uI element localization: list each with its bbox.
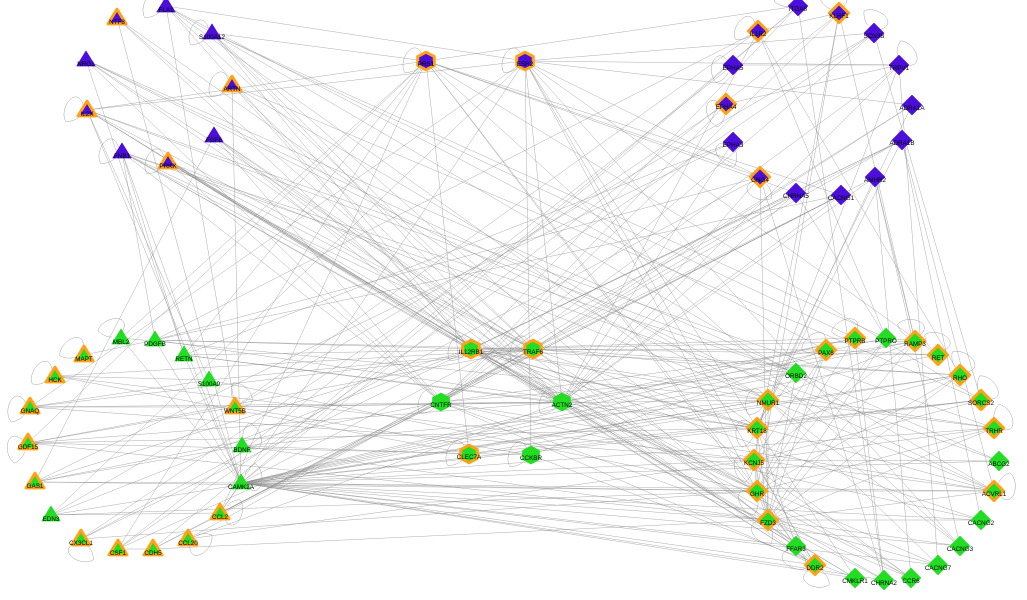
svg-text:ITGA8: ITGA8	[789, 6, 808, 13]
svg-text:DDR2: DDR2	[806, 565, 824, 572]
svg-text:PTPRO: PTPRO	[875, 338, 897, 345]
svg-text:CCKBR: CCKBR	[520, 455, 542, 462]
svg-text:GDF15: GDF15	[18, 444, 39, 451]
svg-text:CACNG1: CACNG1	[828, 195, 855, 202]
svg-text:EPHA3: EPHA3	[723, 142, 744, 149]
svg-text:TRAF6: TRAF6	[523, 349, 543, 356]
svg-text:KLRF1: KLRF1	[829, 13, 849, 20]
svg-text:FLA1: FLA1	[158, 7, 174, 14]
svg-text:S100A12: S100A12	[199, 34, 225, 41]
svg-text:ARTN: ARTN	[223, 86, 240, 93]
svg-text:FZD3: FZD3	[760, 520, 776, 527]
svg-text:HCK: HCK	[48, 377, 62, 384]
svg-text:CX3CL1: CX3CL1	[69, 540, 93, 547]
svg-text:CAMK2A: CAMK2A	[228, 484, 255, 491]
svg-text:GHR: GHR	[750, 491, 764, 498]
svg-text:NRG1: NRG1	[77, 61, 95, 68]
svg-text:EDN3: EDN3	[43, 516, 60, 523]
svg-text:CSF1: CSF1	[110, 550, 127, 557]
svg-text:ORBD2: ORBD2	[785, 373, 807, 380]
svg-text:CNTFR: CNTFR	[430, 402, 452, 409]
svg-text:ADRA1A: ADRA1A	[899, 105, 925, 112]
svg-text:CLEC7A: CLEC7A	[457, 454, 482, 461]
svg-text:MBL2: MBL2	[113, 339, 130, 346]
svg-text:ESR2: ESR2	[517, 61, 534, 68]
svg-text:CCL2: CCL2	[212, 514, 229, 521]
svg-text:RETN: RETN	[175, 356, 193, 363]
svg-text:PDGFB: PDGFB	[144, 341, 166, 348]
svg-text:NMUR1: NMUR1	[757, 400, 780, 407]
svg-text:FGF6: FGF6	[206, 137, 223, 144]
svg-text:SORCS2: SORCS2	[968, 400, 994, 407]
svg-text:RET: RET	[932, 355, 945, 362]
svg-text:TRPV1: TRPV1	[889, 65, 910, 72]
svg-text:RAMP3: RAMP3	[904, 341, 926, 348]
svg-text:RHO: RHO	[953, 375, 967, 382]
svg-text:CCR6: CCR6	[902, 578, 920, 585]
svg-text:WNT5B: WNT5B	[224, 408, 246, 415]
svg-text:CHRNA5: CHRNA5	[783, 193, 809, 200]
svg-text:AMHR2: AMHR2	[864, 177, 887, 184]
svg-text:PRS1: PRS1	[418, 61, 435, 68]
svg-text:CCL20: CCL20	[178, 540, 198, 547]
svg-text:GNG4: GNG4	[751, 177, 769, 184]
svg-text:GAS1: GAS1	[27, 483, 44, 490]
svg-text:GNAQ: GNAQ	[21, 408, 40, 415]
svg-text:TRHR: TRHR	[985, 428, 1003, 435]
svg-text:FFAR3: FFAR3	[786, 546, 806, 553]
svg-text:CHRNA2: CHRNA2	[871, 580, 897, 587]
svg-text:KCNJ5: KCNJ5	[744, 460, 764, 467]
svg-text:MAPT: MAPT	[75, 356, 93, 363]
svg-text:ACTN2: ACTN2	[552, 402, 573, 409]
svg-text:ADRA1B: ADRA1B	[889, 140, 914, 147]
svg-text:IL2X: IL2X	[81, 111, 95, 118]
svg-text:FNB1: FNB1	[114, 153, 131, 160]
svg-text:CACNG3: CACNG3	[947, 546, 974, 553]
svg-text:ACVRL1: ACVRL1	[982, 491, 1007, 498]
svg-text:IL12RB1: IL12RB1	[459, 349, 484, 356]
svg-text:S100A9: S100A9	[198, 381, 221, 388]
svg-text:CACNG7: CACNG7	[925, 565, 952, 572]
svg-text:ABCG2: ABCG2	[988, 461, 1010, 468]
svg-text:PRKX: PRKX	[159, 163, 177, 170]
svg-text:PAX8: PAX8	[818, 350, 834, 357]
svg-text:IL1R2: IL1R2	[750, 31, 767, 38]
svg-text:CMKLR1: CMKLR1	[842, 578, 868, 585]
svg-text:EPHA4: EPHA4	[716, 104, 737, 111]
svg-text:NTF3: NTF3	[109, 19, 125, 26]
svg-text:KRT18: KRT18	[747, 428, 767, 435]
svg-text:PTPRB: PTPRB	[845, 338, 866, 345]
svg-text:CDH5: CDH5	[144, 550, 162, 557]
svg-text:BDNF: BDNF	[233, 447, 250, 454]
svg-text:EPHA5: EPHA5	[723, 65, 744, 72]
svg-text:CACNG2: CACNG2	[968, 520, 995, 527]
svg-text:SCN3B: SCN3B	[864, 33, 885, 40]
